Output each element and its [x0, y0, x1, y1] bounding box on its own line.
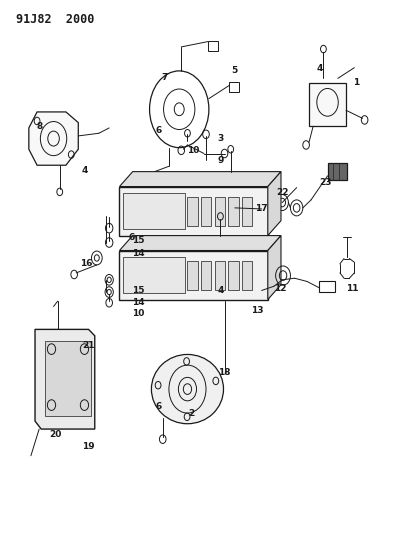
Bar	[119, 251, 268, 300]
Bar	[187, 197, 198, 226]
Text: 3: 3	[217, 134, 224, 143]
Text: 22: 22	[276, 189, 288, 197]
Text: 6: 6	[155, 126, 162, 135]
Text: 16: 16	[80, 260, 93, 268]
Bar	[229, 82, 239, 92]
Text: 18: 18	[218, 368, 231, 376]
Text: 4: 4	[316, 64, 323, 72]
Text: 14: 14	[132, 298, 144, 307]
Bar	[228, 261, 239, 290]
Text: 2: 2	[188, 409, 195, 417]
Text: 1: 1	[353, 78, 360, 87]
Ellipse shape	[152, 354, 223, 424]
Bar	[123, 257, 185, 293]
Text: 8: 8	[36, 123, 42, 131]
Text: 6: 6	[155, 402, 162, 410]
Text: 6: 6	[129, 233, 135, 241]
Bar	[201, 197, 211, 226]
Text: 4: 4	[217, 286, 224, 295]
Bar	[319, 281, 335, 292]
Text: 5: 5	[232, 66, 238, 75]
Text: 11: 11	[346, 285, 358, 293]
Bar	[187, 261, 198, 290]
Text: 91J82  2000: 91J82 2000	[16, 13, 95, 26]
Text: 12: 12	[274, 285, 286, 293]
Polygon shape	[268, 172, 281, 236]
Bar	[201, 261, 211, 290]
Polygon shape	[45, 341, 91, 416]
Text: 10: 10	[132, 309, 144, 318]
Text: 10: 10	[187, 146, 200, 155]
Polygon shape	[35, 329, 95, 429]
Text: 17: 17	[255, 205, 268, 213]
Bar	[119, 187, 268, 236]
Polygon shape	[119, 172, 281, 187]
Bar	[228, 197, 239, 226]
Text: 7: 7	[162, 73, 168, 82]
Polygon shape	[29, 112, 78, 165]
Bar	[215, 197, 225, 226]
Text: 13: 13	[251, 306, 264, 314]
Bar	[309, 83, 346, 126]
Text: 23: 23	[319, 178, 332, 187]
Text: 21: 21	[82, 341, 95, 350]
Text: 14: 14	[132, 249, 144, 257]
Bar	[242, 197, 252, 226]
Bar	[242, 261, 252, 290]
Bar	[123, 193, 185, 229]
Polygon shape	[268, 236, 281, 300]
Bar	[328, 163, 347, 180]
Text: 4: 4	[81, 166, 88, 175]
Polygon shape	[119, 236, 281, 251]
Text: 9: 9	[217, 157, 224, 165]
Text: 15: 15	[132, 237, 144, 245]
Bar	[215, 261, 225, 290]
Text: 15: 15	[132, 286, 144, 295]
Bar	[208, 41, 218, 51]
Text: 20: 20	[49, 430, 62, 439]
Text: 19: 19	[82, 442, 95, 451]
